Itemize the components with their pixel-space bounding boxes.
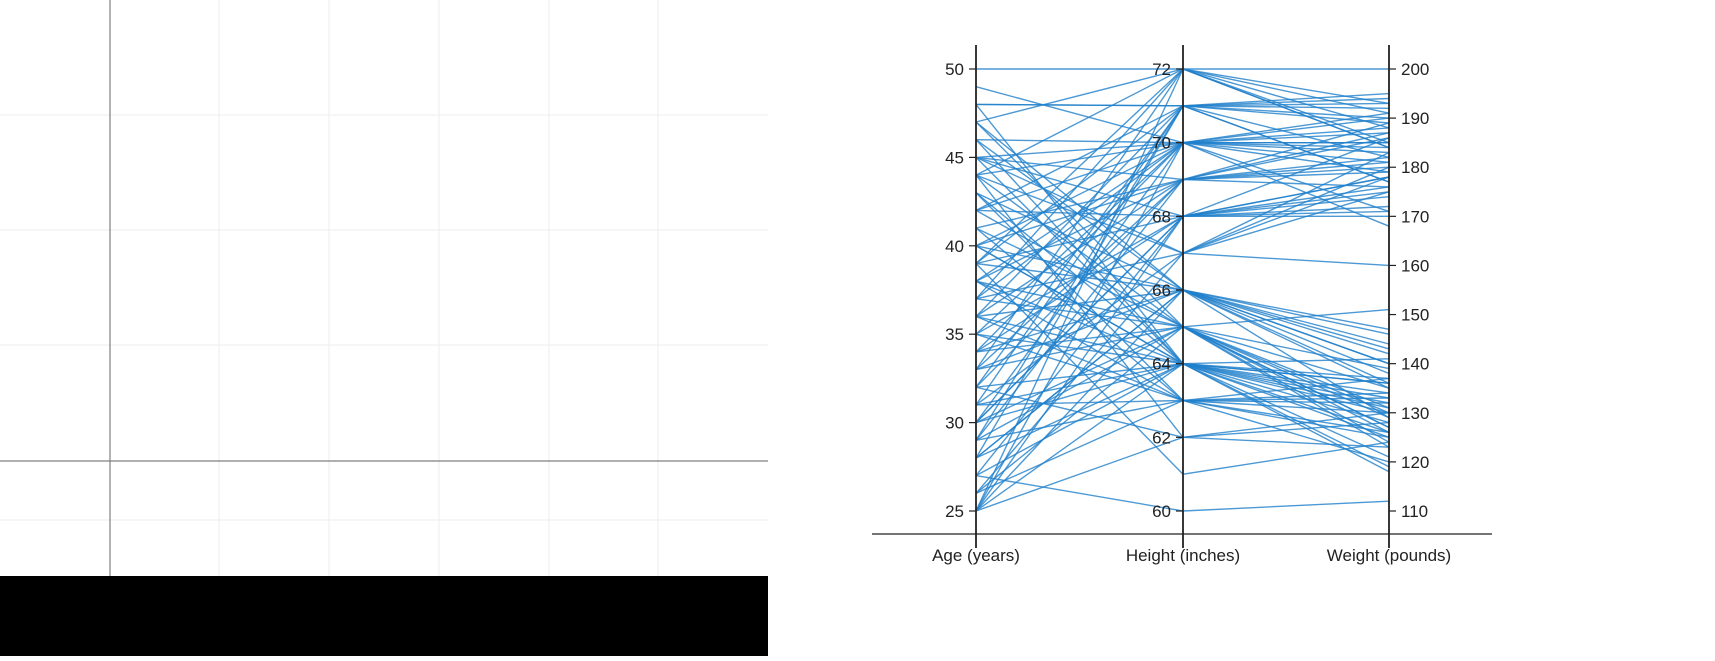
left-plot-area (0, 0, 768, 576)
axis-label: Height (inches) (1126, 546, 1240, 565)
tick-label: 150 (1401, 306, 1429, 325)
tick-label: 68 (1152, 207, 1171, 226)
left-panel (0, 0, 768, 656)
tick-label: 62 (1152, 428, 1171, 447)
tick-label: 70 (1152, 134, 1171, 153)
tick-label: 140 (1401, 355, 1429, 374)
bottom-bar (0, 576, 768, 656)
tick-label: 130 (1401, 404, 1429, 423)
tick-label: 120 (1401, 453, 1429, 472)
axis-label: Weight (pounds) (1327, 546, 1451, 565)
tick-label: 180 (1401, 158, 1429, 177)
tick-label: 72 (1152, 60, 1171, 79)
tick-label: 170 (1401, 207, 1429, 226)
parallel-coordinates-chart: 25 30 35 40 45 50 Age (years) 60 62 64 66 68 70 72 Hei… (768, 0, 1715, 656)
tick-label: 35 (945, 325, 964, 344)
tick-label: 50 (945, 60, 964, 79)
axis-3: 110 120 130 140 150 160 170 180 190 200 Weight (po… (1327, 45, 1451, 565)
axis-2: 60 62 64 66 68 70 72 Height (inches) (1126, 45, 1240, 565)
tick-label: 110 (1401, 502, 1428, 521)
tick-label: 60 (1152, 502, 1171, 521)
parallel-coordinates-svg: 25 30 35 40 45 50 Age (years) 60 62 64 66 68 70 72 Hei… (872, 45, 1492, 565)
tick-label: 25 (945, 502, 964, 521)
tick-label: 190 (1401, 109, 1429, 128)
axis-label: Age (years) (932, 546, 1020, 565)
axis-1: 25 30 35 40 45 50 Age (years) (932, 45, 1020, 565)
tick-label: 40 (945, 237, 964, 256)
tick-label: 30 (945, 414, 964, 433)
tick-label: 64 (1152, 355, 1171, 374)
tick-label: 200 (1401, 60, 1429, 79)
tick-label: 160 (1401, 256, 1429, 275)
tick-label: 66 (1152, 281, 1171, 300)
tick-label: 45 (945, 148, 964, 167)
